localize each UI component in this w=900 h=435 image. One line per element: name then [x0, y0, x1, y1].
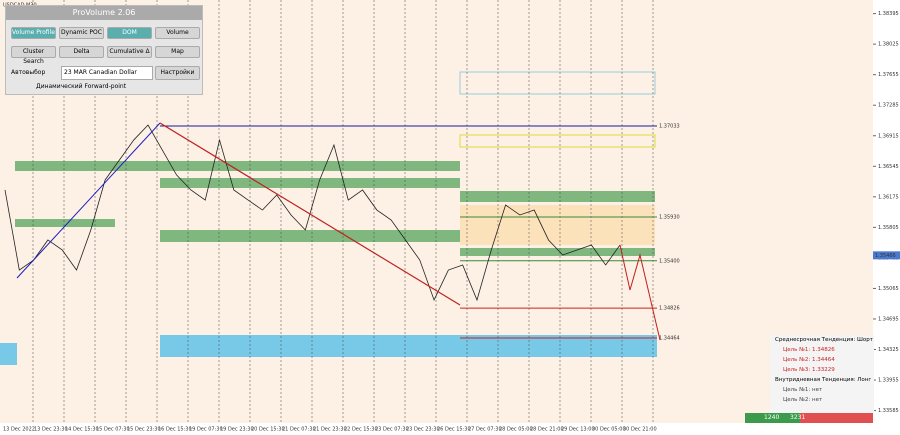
mid-title: Среднесрочная Тенденция: Шорт — [775, 337, 873, 343]
y-tick-label: 1.36545 — [878, 164, 899, 170]
button[interactable]: Cumulative Δ — [107, 46, 152, 58]
current-price: 1.35466 — [875, 253, 896, 259]
sell-bar — [800, 413, 873, 423]
buy-bar — [745, 413, 800, 423]
time-axis — [0, 423, 873, 435]
y-tick-label: 1.33585 — [878, 408, 899, 414]
x-tick-label: 15 Dec 07:30 — [96, 427, 130, 433]
button[interactable]: Map — [155, 46, 200, 58]
zone-blue — [0, 343, 17, 365]
info-box: Среднесрочная Тенденция: Шорт Цель №1: 1… — [770, 335, 874, 413]
x-tick-label: 28 Dec 05:00 — [499, 427, 533, 433]
target: Цель №1: нет — [783, 387, 823, 393]
target: Цель №2: 1.34464 — [783, 357, 835, 363]
zone-green — [160, 178, 460, 188]
y-tick-label: 1.37655 — [878, 72, 899, 78]
x-tick-label: 29 Dec 13:00 — [561, 427, 595, 433]
target: Цель №1: 1.34826 — [783, 347, 835, 353]
zone-blue — [160, 335, 657, 357]
current-price-box — [873, 251, 900, 260]
x-tick-label: 30 Dec 21:00 — [623, 427, 657, 433]
y-tick-label: 1.35065 — [878, 286, 899, 292]
y-tick-label: 1.35805 — [878, 225, 899, 231]
y-tick-label: 1.33955 — [878, 378, 899, 384]
intra-title: Внутридневная Тенденция: Лонг — [775, 377, 872, 383]
instrument-select[interactable]: 23 MAR Canadian Dollar — [61, 66, 153, 80]
zone-green — [460, 191, 655, 202]
target: Цель №2: нет — [783, 397, 823, 403]
x-tick-label: 15 Dec 23:30 — [127, 427, 161, 433]
x-tick-label: 21 Dec 23:30 — [313, 427, 347, 433]
zone-green — [15, 161, 460, 171]
panel-title: ProVolume 2.06 — [6, 6, 202, 20]
y-tick-label: 1.38395 — [878, 11, 899, 17]
zone-frame — [459, 71, 656, 95]
zone-green — [460, 248, 655, 256]
button[interactable]: Volume — [155, 27, 200, 39]
button[interactable]: Cluster Search — [11, 46, 56, 65]
checkbox-label[interactable]: Автовыбор — [11, 69, 46, 76]
x-tick-label: 22 Dec 15:30 — [344, 427, 378, 433]
y-tick-label: 1.34695 — [878, 316, 899, 322]
x-tick-label: 13 Dec 23:30 — [34, 427, 68, 433]
x-tick-label: 19 Dec 07:30 — [189, 427, 223, 433]
y-tick-label: 1.36915 — [878, 133, 899, 139]
x-tick-label: 26 Dec 15:30 — [437, 427, 471, 433]
zone-frame — [459, 134, 656, 148]
y-tick-label: 1.38025 — [878, 42, 899, 48]
price-line — [4, 124, 621, 302]
button[interactable]: DOM — [107, 27, 152, 39]
x-tick-label: 20 Dec 15:30 — [251, 427, 285, 433]
x-tick-label: 27 Dec 07:30 — [468, 427, 502, 433]
sell-volume: 3231 — [790, 414, 806, 421]
projection — [619, 244, 661, 341]
level-label: 1.34464 — [659, 336, 680, 342]
x-tick-label: 23 Dec 23:30 — [406, 427, 440, 433]
zone-orange — [460, 205, 655, 245]
x-tick-label: 14 Dec 15:30 — [65, 427, 99, 433]
x-tick-label: 21 Dec 07:30 — [282, 427, 316, 433]
button[interactable]: Dynamic POC — [59, 27, 104, 39]
y-tick-label: 1.37285 — [878, 103, 899, 109]
level-label: 1.35930 — [659, 215, 680, 221]
price-axis — [873, 0, 900, 435]
x-tick-label: 19 Dec 23:30 — [220, 427, 254, 433]
x-tick-label: 28 Dec 21:00 — [530, 427, 564, 433]
x-tick-label: 23 Dec 07:30 — [375, 427, 409, 433]
forward-label[interactable]: Динамический Forward-point — [36, 83, 127, 90]
buy-volume: 1240 — [764, 414, 780, 421]
y-tick-label: 1.34325 — [878, 347, 899, 353]
level-label: 1.34826 — [659, 306, 680, 312]
x-tick-label: 30 Dec 05:00 — [592, 427, 626, 433]
trend-up — [16, 122, 161, 279]
provolume-panel: ProVolume 2.06 Volume Profile Dynamic PO… — [5, 5, 203, 95]
level-label: 1.35400 — [659, 258, 680, 264]
x-tick-label: 16 Dec 15:30 — [158, 427, 192, 433]
button[interactable]: Delta — [59, 46, 104, 58]
x-tick-label: 13 Dec 2022 — [3, 427, 35, 433]
level-label: 1.37033 — [659, 124, 680, 130]
y-tick-label: 1.36175 — [878, 194, 899, 200]
zone-green — [160, 230, 460, 242]
zone-green — [15, 219, 115, 227]
trend-down — [159, 122, 461, 306]
settings-button[interactable]: Настройки — [155, 66, 200, 80]
target: Цель №3: 1.33229 — [783, 367, 835, 373]
button[interactable]: Volume Profile — [11, 27, 56, 39]
